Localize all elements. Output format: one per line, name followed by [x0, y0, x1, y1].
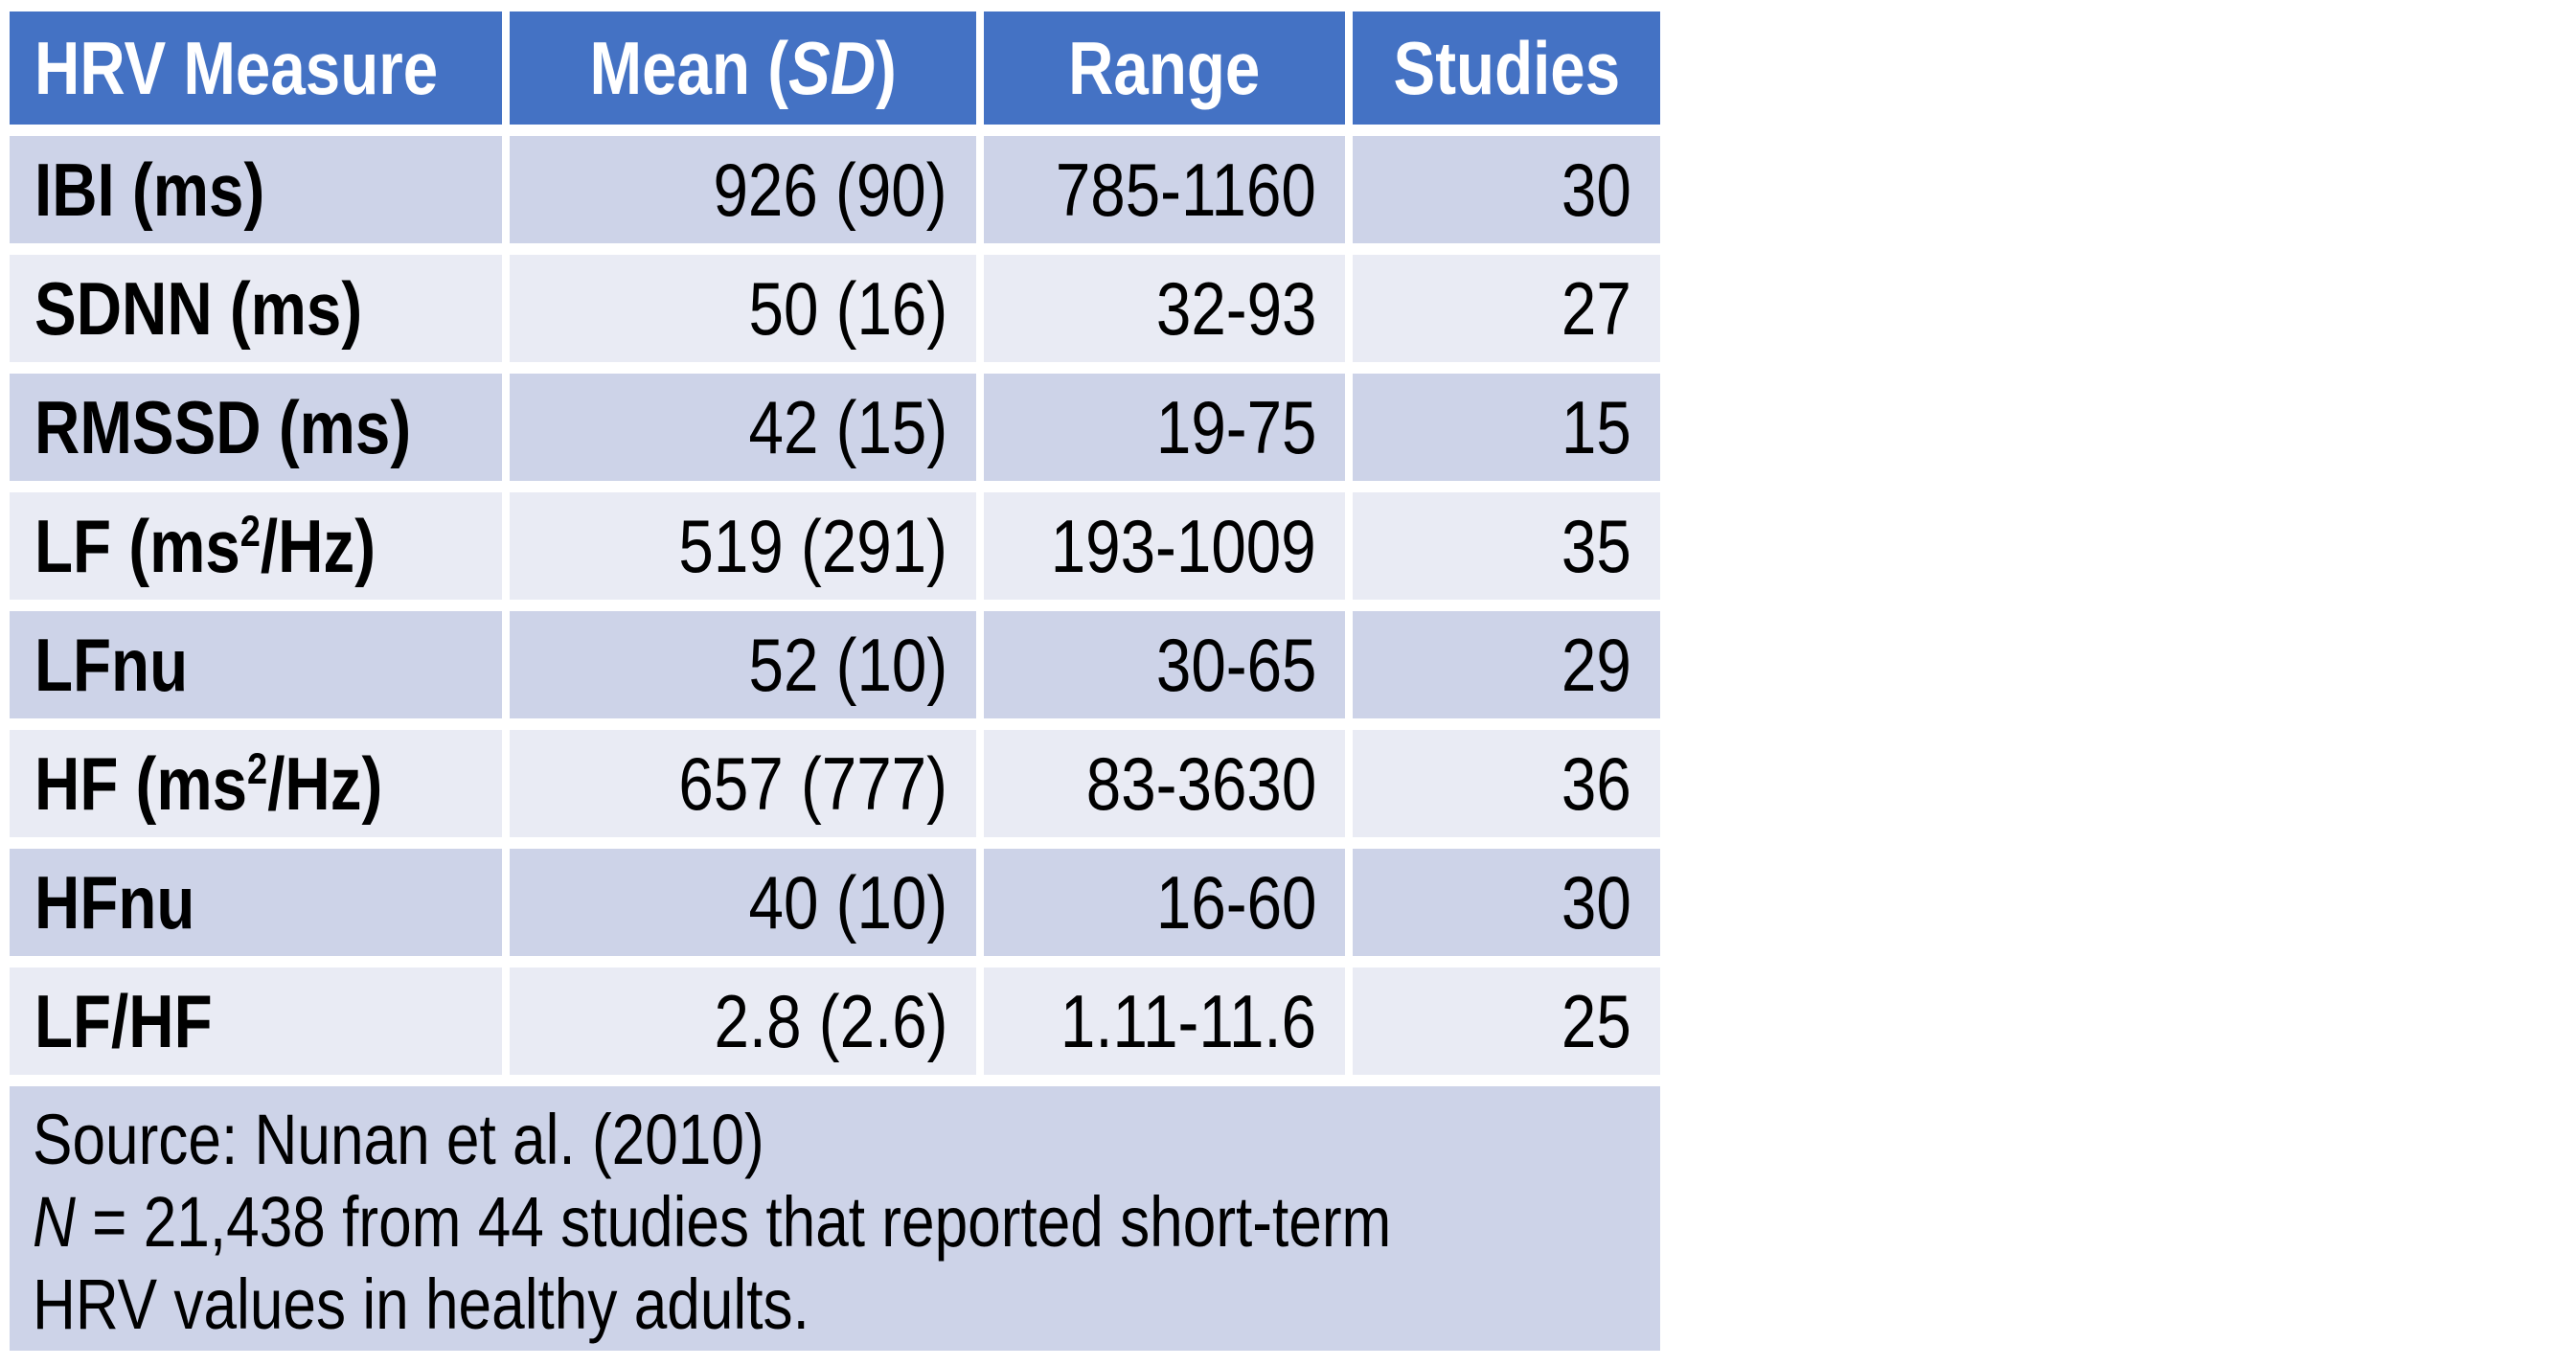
cell-measure: HFnu: [10, 849, 502, 956]
cell-studies: 29: [1353, 611, 1660, 718]
cell-studies: 27: [1353, 255, 1660, 362]
cell-mean: 40 (10): [510, 849, 976, 956]
cell-mean: 52 (10): [510, 611, 976, 718]
cell-measure: HF (ms2/Hz): [10, 730, 502, 837]
cell-measure: LF/HF: [10, 968, 502, 1075]
cell-studies: 35: [1353, 492, 1660, 600]
cell-measure: LF (ms2/Hz): [10, 492, 502, 600]
cell-studies: 30: [1353, 849, 1660, 956]
column-header-range: Range: [984, 11, 1345, 125]
cell-studies: 15: [1353, 374, 1660, 481]
column-header-hrv-measure: HRV Measure: [10, 11, 502, 125]
column-header-label: Mean (SD): [589, 25, 897, 110]
hrv-normative-values-table: HRV Measure Mean (SD) Range Studies IBI …: [10, 11, 1660, 1351]
cell-range: 83-3630: [984, 730, 1345, 837]
cell-measure: IBI (ms): [10, 136, 502, 243]
cell-range: 1.11-11.6: [984, 968, 1345, 1075]
column-header-label: HRV Measure: [34, 25, 439, 110]
cell-studies: 36: [1353, 730, 1660, 837]
table-footnote: Source: Nunan et al. (2010) N = 21,438 f…: [10, 1086, 1660, 1351]
cell-range: 32-93: [984, 255, 1345, 362]
column-header-label: Studies: [1393, 25, 1620, 110]
cell-measure: RMSSD (ms): [10, 374, 502, 481]
cell-range: 16-60: [984, 849, 1345, 956]
cell-mean: 2.8 (2.6): [510, 968, 976, 1075]
footnote-sample-line: N = 21,438 from 44 studies that reported…: [33, 1181, 1392, 1262]
cell-range: 30-65: [984, 611, 1345, 718]
cell-mean: 42 (15): [510, 374, 976, 481]
column-header-label: Range: [1068, 25, 1261, 110]
cell-range: 193-1009: [984, 492, 1345, 600]
cell-mean: 519 (291): [510, 492, 976, 600]
cell-studies: 25: [1353, 968, 1660, 1075]
cell-measure: SDNN (ms): [10, 255, 502, 362]
cell-studies: 30: [1353, 136, 1660, 243]
cell-mean: 657 (777): [510, 730, 976, 837]
footnote-source-line: Source: Nunan et al. (2010): [33, 1099, 764, 1179]
cell-range: 19-75: [984, 374, 1345, 481]
footnote-sample-line-2: HRV values in healthy adults.: [33, 1264, 809, 1344]
cell-range: 785-1160: [984, 136, 1345, 243]
column-header-studies: Studies: [1353, 11, 1660, 125]
cell-measure: LFnu: [10, 611, 502, 718]
cell-mean: 926 (90): [510, 136, 976, 243]
column-header-mean-sd: Mean (SD): [510, 11, 976, 125]
cell-mean: 50 (16): [510, 255, 976, 362]
